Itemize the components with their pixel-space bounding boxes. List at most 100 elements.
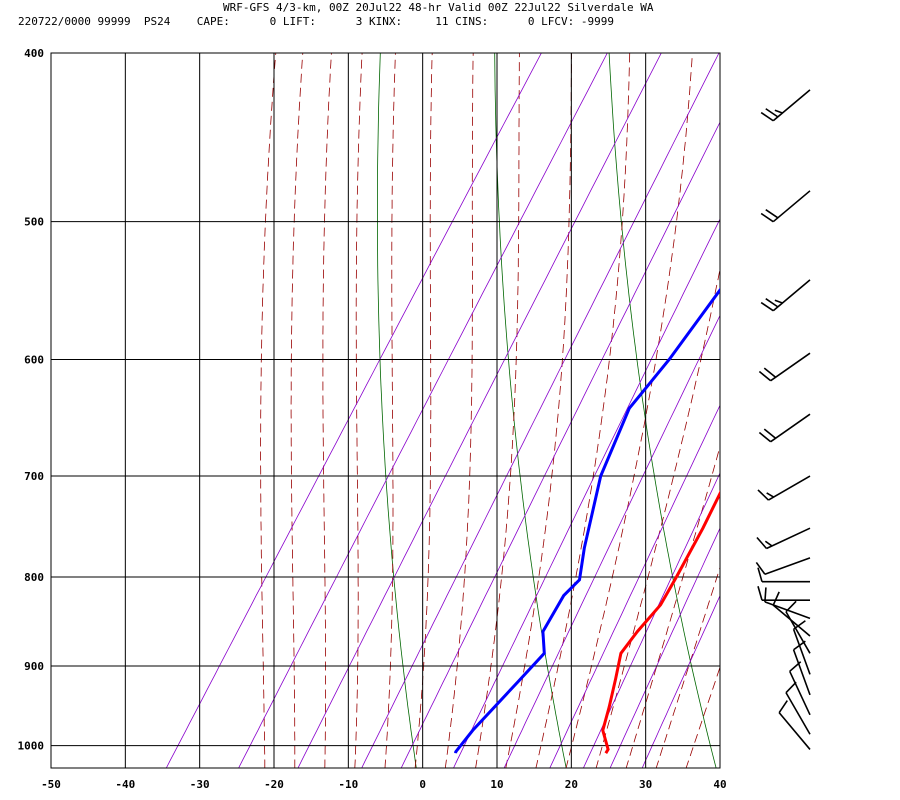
x-tick-label: -50 — [41, 778, 61, 791]
barb-feather — [757, 489, 769, 501]
moist-adiabat — [290, 53, 304, 768]
barb-shaft — [792, 628, 811, 675]
barb-feather — [785, 681, 797, 694]
barb-feather — [764, 540, 773, 547]
moist-adiabat — [475, 53, 520, 768]
mixing-ratio-line — [165, 53, 542, 768]
barb-shaft — [778, 712, 811, 750]
wind-barb — [772, 591, 811, 637]
barb-feather — [765, 108, 779, 118]
barb-feather — [772, 591, 780, 606]
axis-labels: 400 500 600 700 800 900 1000 -50 -40 -30 -20 -10 0 10… — [18, 47, 727, 791]
wind-barb — [760, 89, 811, 122]
y-tick-label: 400 — [24, 47, 44, 60]
barb-feather — [785, 600, 797, 613]
wind-barb — [792, 640, 811, 696]
dry-adiabat — [608, 53, 717, 768]
sounding-header: WRF-GFS 4/3-km, 00Z 20Jul22 48-hr Valid … — [0, 0, 900, 36]
dry-adiabat — [377, 53, 417, 768]
mixing-ratio-line — [582, 472, 720, 768]
mixing-ratio-line — [400, 121, 720, 768]
wind-barb — [778, 700, 811, 750]
grid — [50, 52, 721, 769]
barb-shaft — [766, 527, 811, 550]
temperature-profile — [601, 490, 720, 754]
wind-barb — [758, 413, 811, 443]
mixing-ratio-line — [641, 594, 720, 768]
wind-barb — [760, 279, 811, 312]
barb-feather — [793, 640, 806, 651]
barb-feather — [757, 586, 763, 601]
moist-adiabat — [565, 53, 693, 768]
wind-barb — [785, 681, 811, 735]
moist-adiabat — [414, 53, 433, 768]
wind-barb — [757, 475, 811, 501]
y-tick-label: 700 — [24, 470, 44, 483]
x-tick-label: 20 — [565, 778, 578, 791]
chart-title: WRF-GFS 4/3-km, 00Z 20Jul22 48-hr Valid … — [223, 1, 654, 14]
barb-feather — [766, 492, 775, 498]
sounding-indices: 220722/0000 99999 PS24 CAPE: 0 LIFT: 3 K… — [18, 15, 615, 28]
barb-shaft — [788, 670, 811, 716]
x-tick-label: 40 — [713, 778, 726, 791]
wind-barb — [755, 557, 811, 576]
barb-feather — [760, 212, 774, 223]
y-tick-label: 800 — [24, 571, 44, 584]
x-tick-label: -30 — [190, 778, 210, 791]
x-tick-label: -40 — [115, 778, 135, 791]
moist-adiabat — [322, 53, 332, 768]
moist-adiabat — [260, 53, 277, 768]
wind-barb — [757, 567, 810, 583]
barb-shaft — [772, 89, 811, 122]
barb-feather — [764, 587, 767, 602]
moist-adiabat — [535, 53, 631, 768]
barb-feather — [758, 431, 772, 443]
wind-barb — [760, 190, 811, 223]
mixing-ratio-line — [238, 53, 608, 768]
barb-shaft — [770, 352, 811, 382]
x-tick-label: 10 — [490, 778, 503, 791]
dewpoint-profile — [454, 287, 720, 754]
barb-feather — [758, 370, 772, 382]
mixing-ratio-line — [297, 53, 662, 768]
barb-feather — [757, 567, 763, 582]
background-lines — [165, 53, 720, 768]
x-tick-label: -10 — [338, 778, 358, 791]
barb-feather — [765, 209, 779, 219]
barb-feather — [755, 561, 766, 575]
mixing-ratio-line — [453, 218, 720, 768]
barb-feather — [760, 301, 774, 312]
y-tick-label: 500 — [24, 216, 44, 229]
moist-adiabat — [685, 665, 720, 768]
x-tick-label: 0 — [419, 778, 426, 791]
barb-shaft — [772, 279, 811, 312]
barb-shaft — [792, 649, 811, 696]
plot-frame — [50, 52, 721, 769]
barb-feather — [774, 109, 783, 114]
mixing-ratio-line — [609, 527, 720, 768]
barb-feather — [793, 620, 806, 630]
moist-adiabat — [444, 53, 474, 768]
barb-feather — [774, 299, 783, 304]
moist-adiabat — [655, 566, 720, 768]
mixing-ratio-line — [503, 314, 720, 768]
barb-shaft — [770, 413, 811, 443]
wind-barb — [788, 661, 811, 716]
barb-feather — [756, 536, 768, 549]
barb-shaft — [785, 611, 811, 654]
barb-feather — [760, 111, 774, 122]
mixing-ratio-line — [361, 53, 720, 768]
wind-barb — [792, 620, 811, 675]
y-tick-label: 900 — [24, 660, 44, 673]
profiles — [454, 287, 720, 754]
x-tick-label: 30 — [639, 778, 652, 791]
barb-feather — [763, 367, 777, 378]
barb-feather — [789, 661, 802, 672]
moist-adiabat — [354, 53, 363, 768]
mixing-ratio-line — [549, 404, 720, 768]
wind-barb — [785, 600, 811, 654]
y-tick-label: 600 — [24, 354, 44, 367]
barb-shaft — [764, 557, 811, 576]
barb-shaft — [785, 692, 811, 735]
